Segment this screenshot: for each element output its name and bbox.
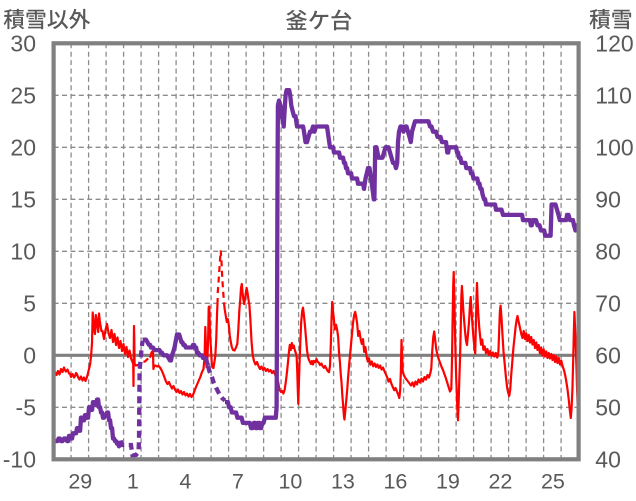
svg-text:22: 22 (488, 470, 512, 494)
svg-text:-5: -5 (16, 395, 36, 421)
svg-text:25: 25 (10, 83, 36, 109)
svg-text:110: 110 (595, 83, 632, 109)
svg-text:29: 29 (68, 470, 92, 494)
svg-text:4: 4 (179, 470, 191, 494)
svg-text:80: 80 (595, 239, 621, 265)
svg-text:10: 10 (278, 470, 302, 494)
svg-text:1: 1 (127, 470, 139, 494)
svg-text:25: 25 (541, 470, 565, 494)
svg-text:10: 10 (10, 239, 36, 265)
svg-text:15: 15 (10, 187, 36, 213)
svg-text:120: 120 (595, 31, 633, 57)
svg-text:19: 19 (436, 470, 460, 494)
svg-text:70: 70 (595, 291, 621, 317)
svg-text:13: 13 (331, 470, 355, 494)
svg-text:-10: -10 (3, 447, 36, 473)
svg-text:0: 0 (23, 343, 36, 369)
svg-text:7: 7 (232, 470, 244, 494)
svg-text:20: 20 (10, 135, 36, 161)
svg-text:40: 40 (595, 447, 621, 473)
svg-text:5: 5 (23, 291, 36, 317)
svg-text:60: 60 (595, 343, 621, 369)
svg-text:100: 100 (595, 135, 633, 161)
svg-text:30: 30 (10, 31, 36, 57)
svg-text:50: 50 (595, 395, 621, 421)
svg-text:16: 16 (383, 470, 407, 494)
svg-text:90: 90 (595, 187, 621, 213)
